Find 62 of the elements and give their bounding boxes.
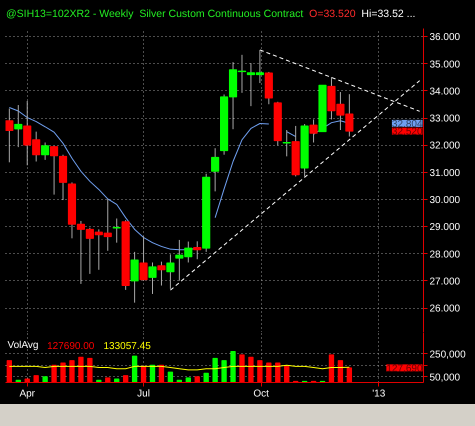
candlestick	[112, 218, 121, 244]
series-label: 127690.00	[47, 341, 95, 352]
y-tick-label: 33.000	[430, 114, 461, 125]
y-tick-label: 26.000	[430, 304, 461, 315]
bar	[186, 377, 191, 382]
bar	[78, 356, 84, 382]
bar	[346, 367, 352, 382]
y-tick-label: 32.000	[430, 140, 461, 152]
y-tick-label: 27.000	[430, 276, 461, 288]
bar	[230, 350, 236, 382]
bar	[284, 366, 290, 382]
text: Hi=33.52 ...	[361, 8, 416, 20]
candlestick	[157, 261, 166, 286]
bar	[266, 362, 272, 382]
bar	[105, 377, 110, 382]
bar	[275, 362, 280, 382]
bar	[194, 376, 200, 382]
bar	[204, 372, 209, 382]
y-tick-label: 34.000	[430, 86, 461, 98]
bar	[338, 360, 344, 382]
bar	[16, 380, 21, 382]
candlestick	[282, 130, 291, 157]
candlestick	[166, 254, 174, 290]
y-tick-label: 36.000	[430, 32, 461, 44]
y-tick-label: 31.000	[430, 168, 461, 179]
bar	[132, 356, 138, 382]
y-tick-label: 28.000	[430, 249, 461, 260]
y-tick-label: 250,000	[430, 349, 466, 360]
y-tick-label: 29.000	[430, 222, 461, 234]
bar	[257, 360, 263, 382]
candlestick	[193, 240, 202, 260]
candlestick	[14, 104, 22, 148]
x-tick-label: Oct	[253, 388, 270, 400]
candlestick	[139, 236, 148, 282]
legend-title: VolAvg	[8, 340, 38, 351]
bar	[6, 360, 12, 382]
bar	[168, 372, 174, 382]
series-label: 133057.45	[104, 341, 152, 352]
x-tick-label: Apr	[19, 388, 36, 400]
y-tick-label: 35.000	[430, 59, 461, 70]
y-tick-label: 50,000	[430, 372, 461, 384]
text: O=33.520	[309, 8, 356, 20]
bar	[114, 378, 120, 382]
candlestick	[41, 142, 50, 160]
bar	[122, 375, 128, 382]
bar	[42, 376, 48, 382]
candlestick	[148, 262, 157, 294]
bar	[24, 378, 30, 382]
y-tick-label: 30.000	[430, 195, 461, 206]
x-tick-label: Jul	[137, 388, 150, 400]
candlestick	[309, 118, 318, 143]
candlestick	[130, 251, 139, 304]
x-tick-label: '13	[372, 388, 386, 400]
bar	[176, 380, 182, 382]
candlestick	[211, 148, 220, 192]
text: @SIH13=102XR2 - Weekly Silver Custom Continuous Contract	[6, 8, 304, 20]
bar	[34, 375, 39, 382]
candlestick	[6, 108, 14, 163]
bar	[87, 358, 93, 382]
bar	[212, 358, 218, 382]
bar	[96, 380, 102, 382]
bar	[221, 360, 227, 382]
